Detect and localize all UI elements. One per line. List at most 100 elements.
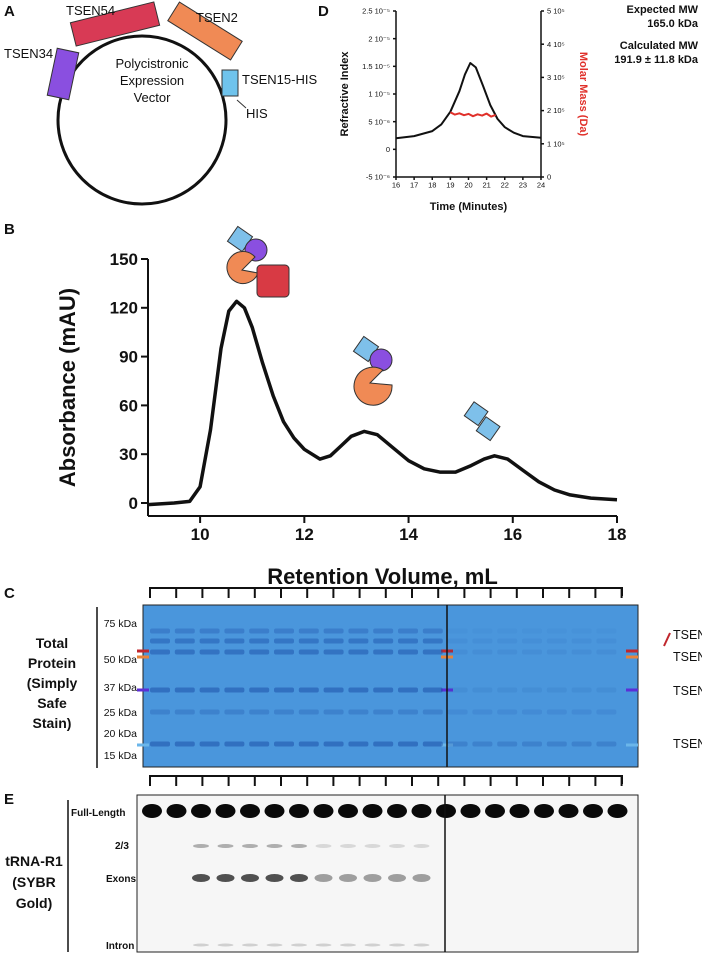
band	[340, 943, 356, 947]
band	[298, 687, 319, 693]
band	[215, 804, 236, 818]
y2-tick-label: 2 10⁵	[547, 106, 565, 115]
band	[314, 874, 333, 882]
gel-label: (Simply	[27, 675, 78, 691]
pointer	[236, 99, 247, 109]
band	[348, 741, 369, 747]
gel-protein	[96, 587, 671, 786]
band-label: Exons	[106, 874, 136, 885]
band	[142, 804, 162, 818]
band	[150, 709, 170, 715]
y-tick-label: 1 10⁻⁵	[368, 90, 390, 99]
band	[348, 649, 369, 655]
band	[274, 638, 294, 644]
band	[193, 844, 209, 848]
complex-cartoon	[226, 225, 501, 442]
band	[460, 804, 481, 818]
band	[596, 628, 617, 634]
band	[174, 628, 195, 634]
y-tick-label: 120	[110, 299, 138, 318]
band	[224, 741, 245, 747]
band	[249, 638, 270, 644]
band	[249, 741, 270, 747]
band	[298, 709, 319, 715]
band	[447, 628, 468, 634]
x-tick-label: 18	[608, 525, 627, 544]
y-tick-label: 5 10⁻⁶	[368, 117, 390, 126]
band	[571, 649, 592, 655]
gel-label: Gold)	[16, 895, 53, 911]
band	[242, 844, 258, 848]
y-tick-label: 2 10⁻⁵	[368, 34, 390, 43]
band	[363, 874, 382, 882]
y2-tick-label: 5 10⁵	[547, 7, 565, 16]
gel-label: Protein	[28, 655, 76, 671]
band	[289, 804, 309, 818]
band	[199, 628, 220, 634]
vector-label: Vector	[134, 90, 172, 105]
x-tick-label: 21	[482, 181, 490, 190]
protein-label: TSEN34	[673, 684, 702, 698]
band	[298, 628, 319, 634]
gene-label: TSEN2	[196, 10, 238, 25]
band	[174, 709, 195, 715]
gene-box	[167, 1, 243, 61]
band	[387, 804, 407, 818]
band	[323, 741, 344, 747]
band	[558, 804, 579, 818]
gene-box	[221, 69, 239, 97]
band	[497, 709, 518, 715]
x-tick-label: 16	[392, 181, 400, 190]
band	[546, 649, 567, 655]
gene-box	[46, 47, 80, 101]
x-tick-label: 24	[537, 181, 545, 190]
band	[522, 741, 542, 747]
band-marker	[626, 655, 638, 659]
band	[373, 649, 394, 655]
band	[240, 804, 260, 818]
gel-label: tRNA-R1	[5, 853, 63, 869]
band	[472, 687, 493, 693]
band	[422, 638, 443, 644]
band	[265, 874, 284, 882]
band	[224, 638, 245, 644]
band-marker	[137, 688, 149, 692]
band	[298, 741, 319, 747]
band	[596, 687, 617, 693]
y2-axis-label: Molar Mass (Da)	[577, 52, 589, 137]
band	[150, 638, 170, 644]
band	[447, 741, 468, 747]
vector-diagram: TSEN54 TSEN2 TSEN34 TSEN15-HIS HIS Polyc…	[4, 1, 317, 206]
plasmid	[56, 34, 228, 206]
band	[472, 649, 493, 655]
band	[522, 649, 542, 655]
band	[571, 709, 592, 715]
band	[266, 844, 283, 848]
band	[249, 709, 270, 715]
marker-label: 75 kDa	[104, 618, 137, 630]
band	[373, 741, 394, 747]
band	[583, 804, 603, 818]
y-tick-label: 90	[119, 348, 138, 367]
protein-label: TSEN15	[673, 737, 702, 751]
band	[362, 804, 383, 818]
band	[274, 709, 294, 715]
band	[509, 804, 530, 818]
x-tick-label: 22	[501, 181, 509, 190]
gene-label: TSEN54	[66, 3, 115, 18]
band	[497, 687, 518, 693]
band	[298, 638, 319, 644]
band	[596, 638, 617, 644]
gel	[136, 794, 639, 953]
band	[224, 709, 245, 715]
annotation: 165.0 kDa	[647, 18, 699, 30]
band	[323, 687, 344, 693]
band	[447, 638, 468, 644]
marker-label: 37 kDa	[104, 682, 137, 694]
gel-label: Stain)	[33, 715, 72, 731]
band	[571, 628, 592, 634]
band	[607, 804, 628, 818]
band	[422, 741, 443, 747]
band	[497, 638, 518, 644]
y2-tick-label: 0	[547, 173, 551, 182]
